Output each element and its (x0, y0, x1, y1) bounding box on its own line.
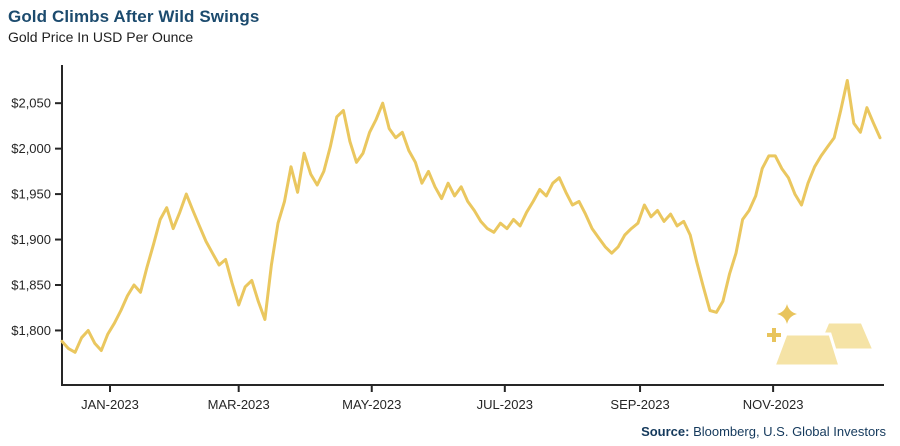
x-tick-label: MAY-2023 (342, 397, 401, 412)
x-tick-label: JUL-2023 (477, 397, 533, 412)
y-tick-label: $1,950 (11, 187, 51, 202)
gold-bars-icon (767, 304, 877, 368)
x-tick-label: JAN-2023 (81, 397, 139, 412)
y-tick-label: $1,800 (11, 323, 51, 338)
x-tick-label: MAR-2023 (208, 397, 270, 412)
gold-price-series (60, 79, 882, 354)
source-text: Bloomberg, U.S. Global Investors (689, 424, 886, 439)
x-tick-label: SEP-2023 (610, 397, 669, 412)
y-tick-label: $2,050 (11, 96, 51, 111)
x-tick-label: NOV-2023 (743, 397, 804, 412)
source-label: Source: (641, 424, 690, 439)
y-tick-label: $1,900 (11, 232, 51, 247)
y-tick-label: $2,000 (11, 141, 51, 156)
source-line: Source: Bloomberg, U.S. Global Investors (641, 424, 886, 439)
page-title: Gold Climbs After Wild Swings (8, 7, 260, 26)
sparkle-icon (777, 304, 797, 324)
page-subtitle: Gold Price In USD Per Ounce (8, 29, 194, 45)
gold-bar-front (771, 332, 843, 368)
plus-sparkle-icon (767, 328, 781, 342)
y-tick-label: $1,850 (11, 278, 51, 293)
